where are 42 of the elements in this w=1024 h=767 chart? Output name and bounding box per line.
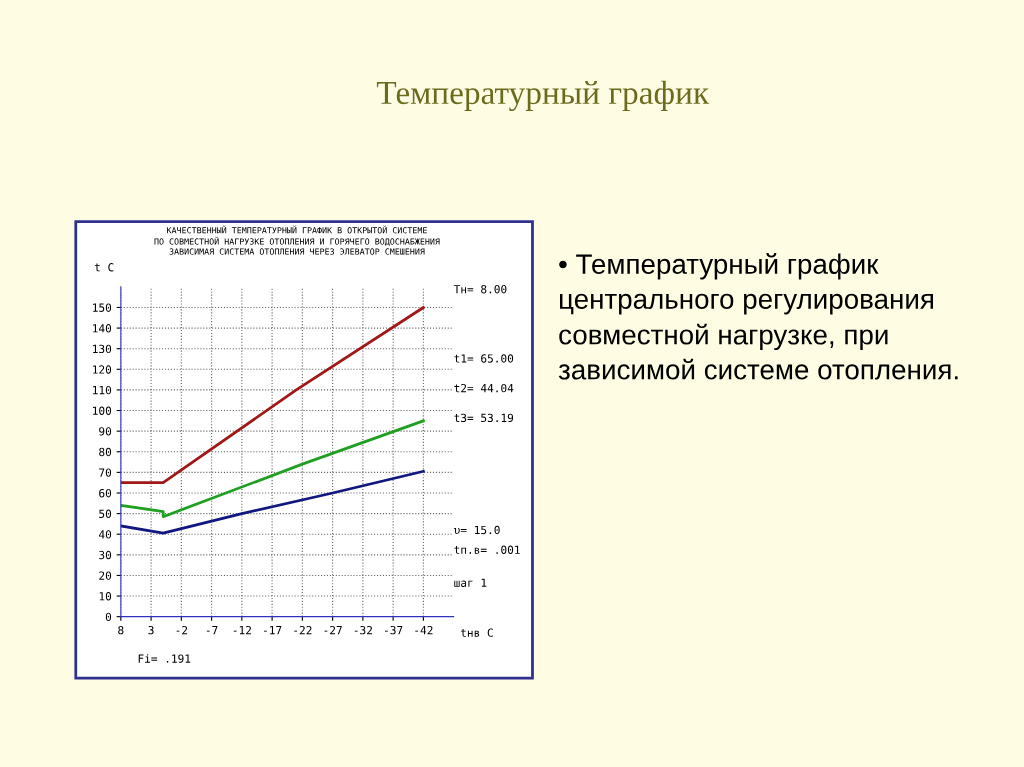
- text: υ= 15.0: [453, 525, 500, 535]
- line-series: [120, 419, 425, 519]
- y-tick-label: 110: [93, 385, 112, 395]
- chart-subtitle: КАЧЕСТВЕННЫЙ ТЕМПЕРАТУРНЫЙ ГРАФИК В ОТКРЫТОЙ СИСТЕМЕ ПО СОВМЕСТНОЙ НАГРУЗКЕ ОТОПЛЕНИЯ И ГОРЯЧЕГО ВОДОСНАБЖЕНИЯ ЗАВИСИМАЯ СИСТЕМА ОТОПЛЕНИЯ ЧЕРЕЗ ЭЛЕВАТОР СМЕШЕНИЯ: [154, 225, 440, 255]
- x-tick-label: 8: [118, 625, 124, 635]
- y-tick-label: 140: [93, 324, 112, 333]
- y-tick-label: 120: [93, 365, 112, 374]
- text: • Температурный график центрального регулирования совместной нагрузке, при зависимой системе отопления.: [558, 253, 958, 380]
- text: Fi= .191: [138, 654, 191, 663]
- text: t3= 53.19: [454, 413, 514, 423]
- y-axis-title: t C: [94, 263, 114, 272]
- text: шаг 1: [454, 578, 487, 587]
- x-tick-label: 3: [148, 625, 154, 635]
- y-tick-label: 150: [93, 303, 112, 312]
- y-tick-label: 30: [99, 550, 112, 560]
- y-tick-label: 0: [105, 612, 112, 622]
- y-tick-label: 80: [99, 447, 112, 457]
- x-tick-label: -22: [294, 625, 312, 635]
- y-tick-label: 70: [99, 468, 112, 477]
- x-tick-label: -27: [324, 625, 342, 635]
- text: Tн= 8.00: [453, 285, 507, 294]
- y-tick-label: 20: [99, 571, 112, 580]
- y-tick-label: 130: [93, 344, 112, 354]
- x-tick-label: -17: [264, 626, 282, 635]
- x-tick-label: -7: [206, 626, 218, 635]
- text: t1= 65.00: [454, 354, 514, 363]
- text: Температурный график: [376, 80, 710, 112]
- y-tick-label: 40: [98, 530, 112, 539]
- x-tick-label: -42: [415, 625, 433, 635]
- text: t2= 44.04: [454, 383, 514, 393]
- y-tick-label: 100: [93, 406, 112, 415]
- y-tick-label: 10: [99, 592, 112, 601]
- x-tick-label: -2: [176, 625, 188, 635]
- x-tick-label: -32: [354, 625, 372, 635]
- line-series: [120, 469, 425, 535]
- y-tick-label: 90: [99, 427, 112, 436]
- text: tп.в= .001: [454, 545, 520, 554]
- x-axis-title: tнв C: [460, 628, 493, 637]
- y-tick-label: 60: [99, 488, 112, 498]
- y-tick-label: 50: [99, 509, 112, 519]
- x-tick-label: -12: [233, 625, 251, 635]
- x-tick-label: -37: [385, 625, 403, 635]
